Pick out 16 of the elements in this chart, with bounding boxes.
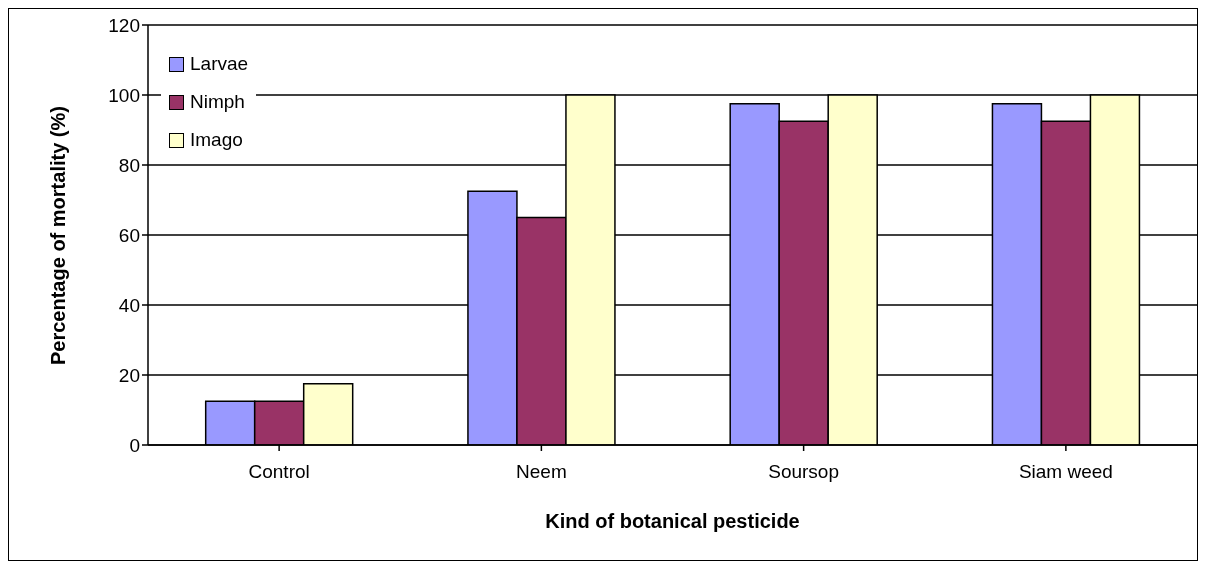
x-axis-title: Kind of botanical pesticide (545, 510, 800, 532)
y-tick-label: 60 (118, 224, 140, 246)
legend-label: Imago (190, 129, 243, 151)
x-tick-label: Neem (516, 461, 567, 483)
y-tick-label: 120 (108, 14, 140, 36)
legend-label: Nimph (190, 91, 245, 113)
y-tick-label: 100 (108, 84, 140, 106)
y-axis-title: Percentage of mortality (%) (47, 106, 70, 365)
legend-label: Larvae (190, 53, 249, 75)
y-tick-label: 0 (129, 434, 140, 456)
x-tick-label: Control (248, 461, 310, 483)
y-tick-label: 40 (118, 294, 140, 316)
y-tick-label: 80 (118, 154, 140, 176)
x-tick-label: Siam weed (1018, 461, 1113, 483)
x-tick-label: Soursop (768, 461, 840, 483)
y-tick-label: 20 (118, 364, 140, 386)
